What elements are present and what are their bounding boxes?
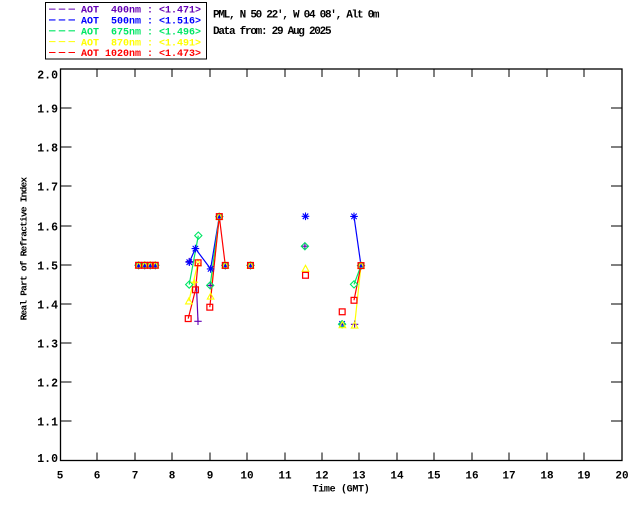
svg-text:Real Part of Refractive Index: Real Part of Refractive Index [19, 177, 30, 321]
svg-text:17: 17 [502, 471, 515, 483]
svg-text:18: 18 [540, 471, 554, 483]
svg-text:16: 16 [465, 471, 478, 483]
svg-text:1.6: 1.6 [37, 222, 58, 235]
svg-text:12: 12 [315, 471, 328, 483]
svg-text:2.0: 2.0 [37, 70, 58, 83]
svg-text:AOT 1020nm : <1.473>: AOT 1020nm : <1.473> [81, 49, 201, 60]
svg-text:Data from: 29 Aug 2025: Data from: 29 Aug 2025 [213, 26, 332, 38]
svg-text:1.8: 1.8 [37, 143, 58, 156]
svg-text:15: 15 [427, 471, 441, 483]
svg-text:PML, N 50 22', W 04 08', Alt 0: PML, N 50 22', W 04 08', Alt 0m [213, 9, 380, 21]
svg-text:AOT 400nm : <1.471>: AOT 400nm : <1.471> [81, 6, 201, 17]
svg-text:5: 5 [57, 471, 64, 483]
svg-text:1.2: 1.2 [37, 378, 58, 391]
svg-text:11: 11 [278, 471, 292, 483]
svg-text:9: 9 [207, 471, 214, 483]
svg-text:AOT 500nm : <1.516>: AOT 500nm : <1.516> [81, 17, 201, 28]
svg-text:7: 7 [132, 471, 139, 483]
svg-text:8: 8 [169, 471, 176, 483]
svg-text:AOT 675nm : <1.496>: AOT 675nm : <1.496> [81, 27, 201, 38]
svg-text:10: 10 [240, 471, 253, 483]
svg-text:Time (GMT): Time (GMT) [313, 484, 370, 496]
svg-text:6: 6 [94, 471, 101, 483]
svg-text:1.1: 1.1 [37, 417, 58, 430]
svg-text:20: 20 [615, 471, 628, 483]
svg-text:1.9: 1.9 [37, 104, 58, 117]
svg-text:19: 19 [577, 471, 590, 483]
svg-text:13: 13 [352, 471, 366, 483]
svg-text:1.4: 1.4 [37, 300, 58, 313]
svg-text:AOT 870nm : <1.491>: AOT 870nm : <1.491> [81, 38, 201, 49]
svg-text:1.5: 1.5 [37, 261, 58, 274]
svg-text:14: 14 [390, 471, 404, 483]
svg-text:1.7: 1.7 [37, 182, 58, 195]
svg-text:1.3: 1.3 [37, 339, 58, 352]
svg-text:1.0: 1.0 [37, 453, 58, 466]
